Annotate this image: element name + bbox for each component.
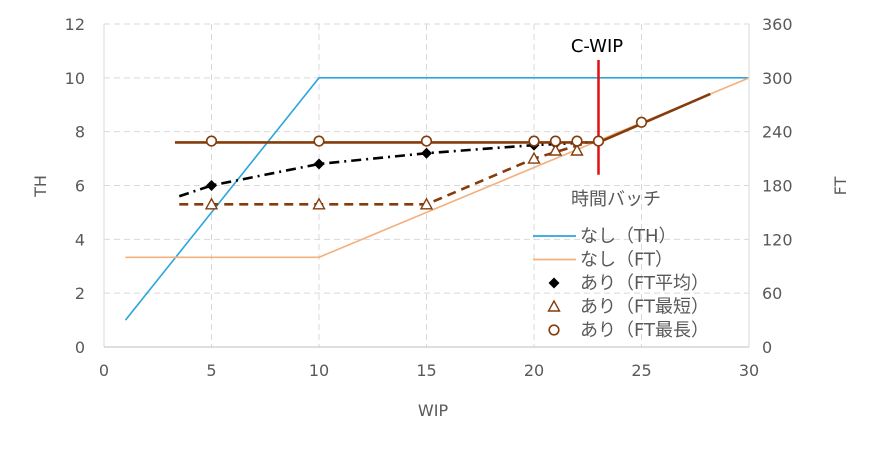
trendline: [179, 141, 589, 206]
trendline: [178, 141, 588, 198]
data-point: [549, 135, 562, 147]
y-right-tick-label: 120: [762, 230, 793, 249]
y-left-tick-label: 10: [65, 69, 85, 88]
legend-swatch: [548, 277, 560, 289]
trendline: [174, 92, 711, 144]
x-tick-label: 5: [206, 361, 216, 380]
y-right-tick-label: 0: [762, 338, 772, 357]
y-left-tick-label: 0: [75, 338, 85, 357]
data-point: [421, 147, 432, 159]
y-left-tick-label: 4: [75, 230, 85, 249]
data-point: [635, 116, 648, 128]
data-point: [419, 197, 434, 210]
cwip-label: C-WIP: [571, 36, 623, 57]
series-line: [125, 77, 750, 259]
legend-title: 時間バッチ: [571, 189, 661, 210]
y-right-tick-label: 360: [762, 15, 793, 34]
data-point: [204, 197, 219, 210]
data-point: [571, 135, 583, 147]
data-point: [527, 151, 541, 164]
x-tick-label: 20: [524, 361, 544, 380]
y-left-axis-title: TH: [31, 175, 50, 198]
y-right-tick-label: 300: [762, 69, 793, 88]
x-tick-label: 15: [416, 361, 436, 380]
x-tick-label: 0: [99, 361, 109, 380]
legend-label: なし（TH）: [580, 226, 677, 247]
plot-area: [124, 60, 750, 321]
x-tick-label: 30: [739, 361, 759, 380]
data-point: [420, 135, 433, 147]
data-point: [313, 158, 325, 170]
legend-label: あり（FT最短）: [580, 297, 709, 318]
x-tick-label: 25: [631, 361, 651, 380]
legend-label: あり（FT平均）: [580, 273, 709, 294]
legend-label: なし（FT）: [580, 250, 673, 271]
x-axis-title: WIP: [418, 401, 449, 420]
y-right-tick-label: 60: [762, 284, 782, 303]
data-point: [592, 135, 605, 147]
y-right-axis-title: FT: [831, 176, 850, 195]
legend-label: あり（FT最長）: [580, 320, 709, 341]
y-right-tick-label: 240: [762, 123, 793, 142]
legend-swatch: [547, 299, 561, 312]
y-left-tick-label: 6: [75, 177, 85, 196]
y-left-tick-label: 12: [65, 15, 85, 34]
legend-swatch: [548, 324, 560, 336]
x-tick-label: 10: [309, 361, 329, 380]
data-point: [570, 143, 584, 156]
y-right-tick-label: 180: [762, 177, 793, 196]
y-left-tick-label: 2: [75, 284, 85, 303]
data-point: [528, 135, 540, 147]
y-left-tick-label: 8: [75, 123, 85, 142]
data-point: [205, 135, 218, 147]
data-point: [313, 135, 325, 147]
data-point: [312, 197, 326, 210]
data-point: [548, 143, 563, 156]
data-point: [206, 180, 217, 191]
series-line: [124, 77, 749, 321]
